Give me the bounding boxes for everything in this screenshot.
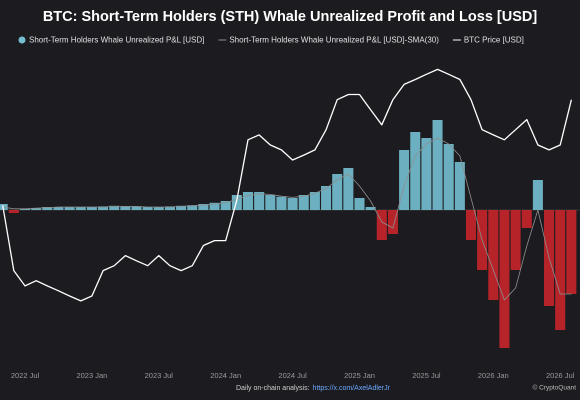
bar	[421, 138, 432, 210]
series-line	[2, 68, 573, 302]
bar	[287, 198, 298, 210]
bar	[86, 207, 97, 210]
legend-label: Short-Term Holders Whale Unrealized P&L …	[29, 36, 204, 45]
bar	[321, 186, 332, 210]
bar	[399, 150, 410, 210]
bar	[376, 210, 387, 240]
copyright: © CryptoQuant	[533, 384, 577, 392]
bar	[242, 192, 254, 210]
bar	[176, 205, 187, 210]
bar	[410, 132, 421, 210]
plot-area: 2022 Jul 2023 Jan 2023 Jul 2024 Jan 2024 Jul…	[0, 68, 580, 380]
bar	[19, 208, 31, 210]
x-tick-label: 2022 Jul	[11, 371, 40, 380]
bar	[164, 206, 175, 210]
legend: Short-Term Holders Whale Unrealized P&L …	[18, 36, 524, 45]
bar	[53, 207, 64, 210]
bar	[131, 206, 142, 210]
bar	[332, 174, 343, 210]
bar	[454, 162, 465, 210]
bar	[142, 207, 153, 210]
bar	[265, 195, 276, 210]
legend-marker	[18, 36, 26, 44]
legend-label: Short-Term Holders Whale Unrealized P&L …	[229, 36, 439, 45]
bar	[276, 196, 287, 210]
bar	[309, 192, 320, 210]
chart-title: BTC: Short-Term Holders (STH) Whale Unre…	[43, 9, 538, 25]
footer-text: Daily on-chain analysis:	[236, 385, 310, 392]
bar	[354, 198, 365, 210]
footer-link[interactable]: https://x.com/AxelAdlerJr	[313, 385, 391, 392]
bar	[254, 192, 265, 210]
legend-label: BTC Price [USD]	[464, 36, 524, 45]
bar	[488, 210, 499, 300]
x-tick-label: 2024 Jan	[210, 371, 241, 380]
bar	[220, 201, 231, 210]
bar	[499, 210, 510, 348]
bar	[343, 168, 354, 210]
x-tick-label: 2025 Jan	[344, 371, 375, 380]
x-tick-label: 2026 Jan	[478, 371, 509, 380]
bar	[387, 210, 398, 234]
bar	[31, 208, 42, 210]
x-tick-label: 2025 Jul	[412, 371, 441, 380]
bar	[465, 210, 477, 240]
bar	[109, 205, 120, 210]
x-tick-label: 2023 Jul	[145, 371, 174, 380]
x-tick-label: 2023 Jan	[76, 371, 107, 380]
bar	[231, 195, 242, 210]
series-line	[2, 137, 572, 301]
bar	[365, 207, 376, 210]
bar	[42, 207, 53, 210]
bar	[566, 210, 577, 294]
bar	[153, 207, 164, 210]
bar	[8, 210, 19, 213]
x-tick-label: 2024 Jul	[278, 371, 307, 380]
bar	[64, 207, 75, 210]
bar	[120, 206, 131, 210]
bar	[510, 210, 521, 270]
bar	[187, 205, 198, 210]
bar	[521, 210, 532, 228]
bar	[298, 195, 309, 210]
bar	[209, 202, 220, 210]
bar	[198, 204, 209, 210]
x-tick-label: 2026 Jul	[546, 371, 575, 380]
bar	[443, 144, 454, 210]
bar	[98, 206, 109, 210]
bar	[432, 120, 443, 210]
bar	[532, 180, 543, 210]
bar	[555, 210, 566, 330]
bar	[75, 207, 86, 210]
